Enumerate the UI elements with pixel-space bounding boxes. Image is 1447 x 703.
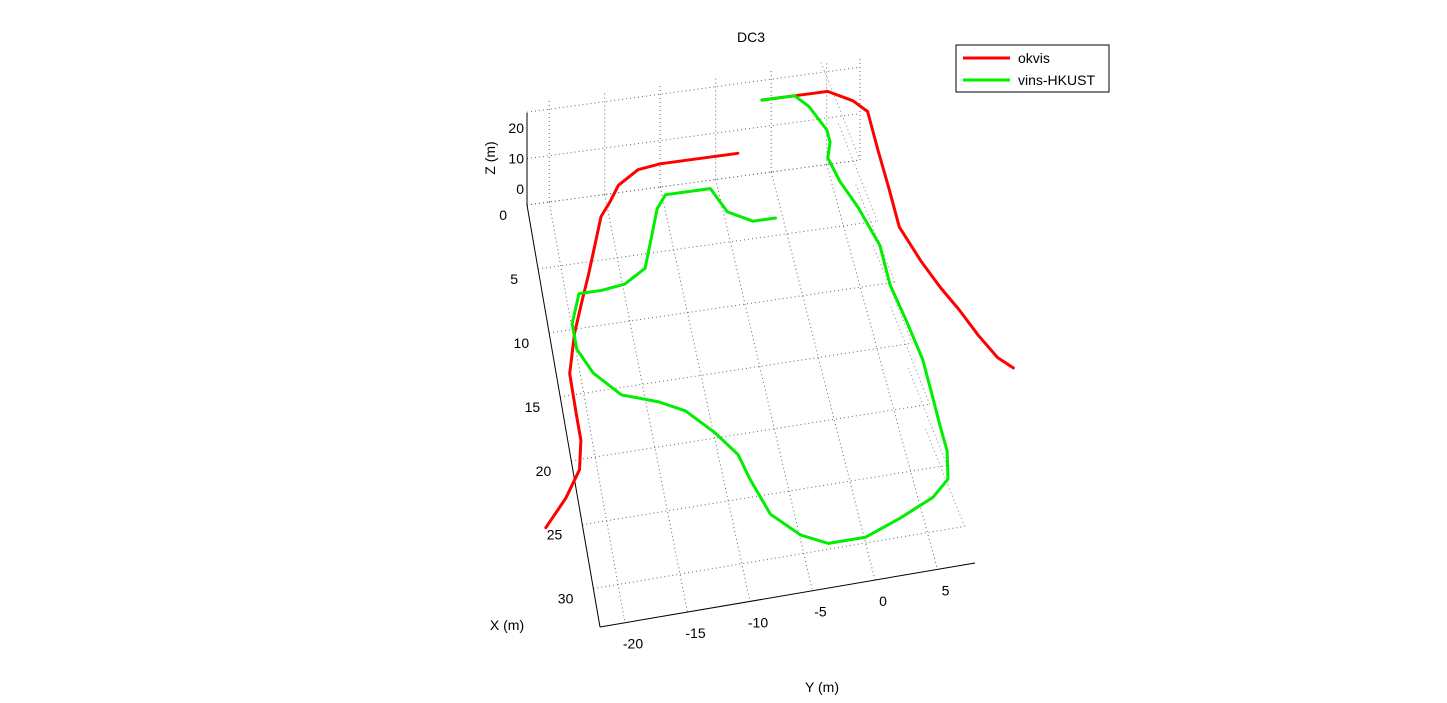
x-tick-label: 0	[499, 207, 507, 223]
grid-line-y	[604, 194, 688, 613]
y-tick-label: -5	[814, 604, 827, 620]
legend: okvis vins-HKUST	[955, 44, 1110, 93]
y-tick-label: 5	[942, 582, 950, 598]
grid-line-z	[526, 159, 861, 206]
grid-line-x	[571, 403, 930, 462]
legend-label-vins: vins-HKUST	[1018, 72, 1095, 88]
y-tick-label: -10	[748, 614, 768, 630]
grid-lines	[526, 58, 966, 623]
series-group	[544, 89, 1015, 545]
grid-line-x	[537, 220, 878, 270]
legend-box	[955, 44, 1110, 93]
series-okvis-line-segment	[760, 89, 1015, 370]
z-tick-label: 10	[508, 151, 524, 167]
series-vins-hkust-line	[570, 94, 950, 545]
x-tick-label: 25	[547, 527, 563, 543]
legend-label-okvis: okvis	[1018, 50, 1050, 66]
grid-line-x	[582, 464, 948, 526]
y-axis-line	[599, 562, 976, 628]
grid-line-x	[593, 525, 965, 590]
x-tick-label: 5	[510, 271, 518, 287]
y-tick-label: -15	[685, 625, 705, 641]
grid-line-y	[548, 201, 626, 623]
grid-line-wall	[854, 181, 896, 283]
y-tick-label: 0	[879, 593, 887, 609]
x-tick-label: 10	[514, 335, 530, 351]
y-tick-label: -20	[623, 636, 643, 652]
z-tick-label: 0	[516, 181, 524, 197]
y-axis-label: Y (m)	[805, 679, 839, 695]
grid-line-y	[659, 186, 751, 602]
x-tick-label: 15	[525, 399, 541, 415]
grid-line-z	[526, 113, 861, 160]
grid-line-y	[770, 171, 876, 581]
grid-line-y	[715, 179, 813, 591]
z-axis-label: Z (m)	[482, 141, 498, 174]
x-axis-label: X (m)	[490, 617, 524, 633]
grid-line-wall	[819, 59, 861, 161]
grid-line-z	[526, 66, 861, 113]
grid-line-y	[826, 164, 938, 570]
x-tick-label: 20	[536, 463, 552, 479]
x-tick-label: 30	[558, 591, 574, 607]
series-okvis-line	[544, 151, 740, 530]
axes: 0 5 10 15 20 25 30 -20 -15 -10 -5 0 5 0 10 20	[499, 113, 976, 652]
x-axis-line	[526, 204, 601, 628]
z-tick-label: 20	[508, 120, 524, 136]
grid-line-x	[560, 342, 913, 398]
chart-title: DC3	[737, 29, 765, 45]
grid-line-wall	[889, 304, 931, 405]
